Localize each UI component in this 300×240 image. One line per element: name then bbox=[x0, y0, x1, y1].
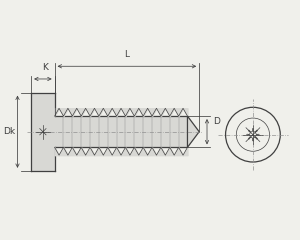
Text: K: K bbox=[42, 63, 48, 72]
Polygon shape bbox=[31, 93, 55, 171]
Text: Dk: Dk bbox=[4, 127, 16, 136]
Polygon shape bbox=[188, 116, 199, 147]
Text: D: D bbox=[213, 117, 220, 126]
Text: L: L bbox=[124, 50, 129, 60]
